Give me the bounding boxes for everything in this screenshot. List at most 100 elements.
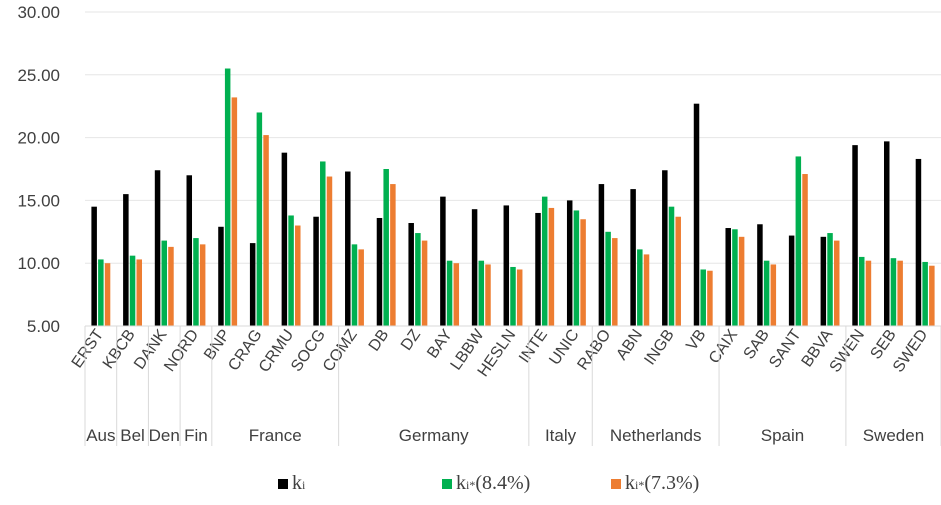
bar-bnp-s1 <box>218 226 224 326</box>
x-tick-label: BAY <box>424 326 456 361</box>
bar-inte-s1 <box>535 212 541 326</box>
legend-item-ki-star-73: k i * (7.3%) <box>611 472 699 495</box>
bar-nord-s1 <box>186 175 193 326</box>
bar-seb-s3 <box>897 260 903 326</box>
bar-bay-s1 <box>440 196 446 326</box>
bar-sab-s1 <box>757 224 763 326</box>
bar-erst-s2 <box>98 259 104 326</box>
bar-abn-s1 <box>630 189 636 326</box>
bar-bay-s2 <box>446 260 453 326</box>
bar-hesln-s3 <box>516 269 523 326</box>
bar-crmu-s2 <box>288 215 294 326</box>
bar-seb-s2 <box>890 258 897 326</box>
bar-bbva-s1 <box>820 236 827 326</box>
x-tick-label: INGB <box>641 327 677 369</box>
bar-vb-s1 <box>693 103 700 326</box>
group-label: Bel <box>120 426 145 445</box>
group-label: Den <box>149 426 180 445</box>
bar-seb-s1 <box>883 141 890 326</box>
bar-kbcb-s1 <box>123 194 129 326</box>
bar-dz-s2 <box>415 233 421 326</box>
bar-caix-s2 <box>732 229 738 326</box>
bar-hesln-s1 <box>503 205 510 326</box>
bar-sab-s2 <box>763 260 770 326</box>
group-label: Spain <box>761 426 804 445</box>
x-tick-label: SAB <box>741 327 773 363</box>
bar-swen-s1 <box>852 145 858 326</box>
x-tick-label: RABO <box>574 327 614 374</box>
bar-caix-s3 <box>738 236 745 326</box>
legend-label: k <box>292 472 302 494</box>
legend-label: k <box>625 472 635 494</box>
bar-db-s1 <box>376 217 383 326</box>
bar-inte-s2 <box>541 196 548 326</box>
bar-abn-s3 <box>643 254 650 326</box>
bar-bay-s3 <box>453 263 460 326</box>
group-label: Netherlands <box>610 426 702 445</box>
bar-dz-s1 <box>408 223 414 326</box>
bar-unic-s2 <box>573 210 580 326</box>
bar-bnp-s3 <box>231 97 238 327</box>
bar-db-s2 <box>383 169 389 326</box>
bar-erst-s1 <box>91 206 97 326</box>
y-tick-label: 25.00 <box>17 66 60 85</box>
bar-kbcb-s2 <box>129 255 136 326</box>
group-label: France <box>249 426 302 445</box>
bar-comz-s3 <box>358 249 364 326</box>
bar-rabo-s2 <box>605 231 611 326</box>
bar-bbva-s2 <box>827 233 833 326</box>
bar-crmu-s3 <box>295 225 301 326</box>
bar-dank-s2 <box>161 240 168 326</box>
bar-sant-s2 <box>795 156 802 326</box>
bar-dank-s3 <box>168 246 174 326</box>
bar-kbcb-s3 <box>136 259 143 326</box>
bar-erst-s3 <box>104 263 111 326</box>
bar-comz-s1 <box>345 171 351 326</box>
bar-ingb-s1 <box>662 170 668 326</box>
x-tick-label: VB <box>683 327 709 354</box>
bar-swen-s3 <box>865 260 872 326</box>
bar-sant-s3 <box>802 174 808 326</box>
x-tick-label: CAIX <box>706 326 742 367</box>
bar-bnp-s2 <box>224 68 231 327</box>
bar-hesln-s2 <box>510 266 516 326</box>
bar-swed-s1 <box>915 158 922 326</box>
x-tick-label: NORD <box>161 327 202 375</box>
bar-ingb-s2 <box>668 206 675 326</box>
group-label: Italy <box>545 426 577 445</box>
bar-crag-s2 <box>256 112 263 326</box>
bar-socg-s1 <box>313 216 319 326</box>
bar-caix-s1 <box>725 228 731 326</box>
bar-sant-s1 <box>788 235 795 326</box>
bar-lbbw-s2 <box>478 260 485 326</box>
bar-swed-s3 <box>929 265 935 326</box>
bar-chart: 5.0010.0015.0020.0025.0030.00ERSTKBCBDAN… <box>17 3 941 446</box>
group-label: Fin <box>184 426 208 445</box>
group-label: Sweden <box>863 426 924 445</box>
bar-nord-s2 <box>193 238 199 326</box>
bar-bbva-s3 <box>833 240 840 326</box>
bar-db-s3 <box>390 184 396 326</box>
bar-crmu-s1 <box>281 152 288 326</box>
y-tick-label: 15.00 <box>17 191 60 210</box>
group-label: Aus <box>86 426 115 445</box>
bar-unic-s3 <box>580 219 586 326</box>
legend-swatch-ki-star-84 <box>442 479 452 489</box>
y-tick-label: 10.00 <box>17 254 60 273</box>
x-tick-label: SEB <box>867 327 899 363</box>
bar-swed-s2 <box>922 261 928 326</box>
bar-dank-s1 <box>154 170 161 326</box>
x-tick-label: DZ <box>398 326 424 353</box>
legend-swatch-ki <box>278 479 288 489</box>
bar-ingb-s3 <box>675 216 681 326</box>
bar-vb-s3 <box>707 270 713 326</box>
bar-vb-s2 <box>700 269 706 326</box>
bar-rabo-s3 <box>612 238 618 326</box>
x-tick-label: COMZ <box>320 326 361 375</box>
legend-label: k <box>456 472 466 494</box>
x-tick-label: SANT <box>766 326 805 371</box>
bar-inte-s3 <box>548 207 555 326</box>
x-tick-label: DB <box>366 327 393 355</box>
